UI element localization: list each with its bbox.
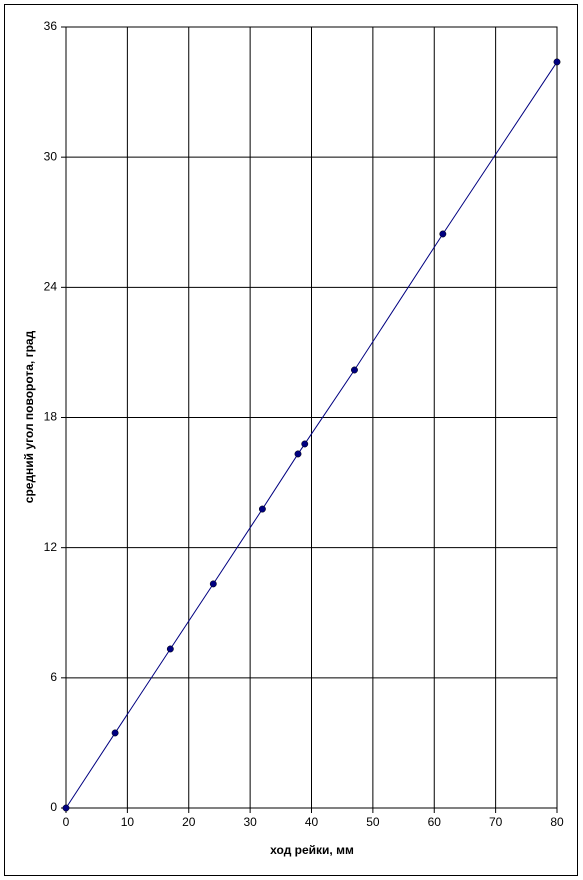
x-axis-title: ход рейки, мм xyxy=(270,843,354,857)
data-point xyxy=(351,366,358,374)
y-tick-label: 24 xyxy=(44,280,58,294)
x-tick-label: 10 xyxy=(121,815,135,829)
y-tick-label: 18 xyxy=(44,410,58,424)
y-tick-label: 6 xyxy=(50,670,57,684)
x-tick-label: 0 xyxy=(63,815,70,829)
x-tick-label: 70 xyxy=(489,815,503,829)
data-point xyxy=(439,230,447,238)
x-tick-label: 40 xyxy=(305,815,319,829)
data-point xyxy=(301,440,309,448)
data-point xyxy=(258,505,266,513)
data-point xyxy=(553,58,561,66)
y-axis-title: средний угол поворота, град xyxy=(22,330,36,503)
y-tick-label: 12 xyxy=(44,540,58,554)
data-point xyxy=(166,645,174,653)
y-tick-label: 0 xyxy=(50,800,57,814)
y-tick-label: 36 xyxy=(44,19,58,33)
data-point xyxy=(209,580,217,588)
x-tick-label: 30 xyxy=(243,815,257,829)
y-tick-label: 30 xyxy=(44,149,58,163)
plot-border xyxy=(65,26,558,809)
data-line xyxy=(65,61,558,809)
x-tick-label: 60 xyxy=(428,815,442,829)
data-point xyxy=(111,729,119,737)
x-tick-label: 50 xyxy=(366,815,380,829)
data-point xyxy=(294,450,302,458)
x-tick-label: 20 xyxy=(182,815,196,829)
x-tick-label: 80 xyxy=(550,815,564,829)
data-point xyxy=(62,804,70,812)
